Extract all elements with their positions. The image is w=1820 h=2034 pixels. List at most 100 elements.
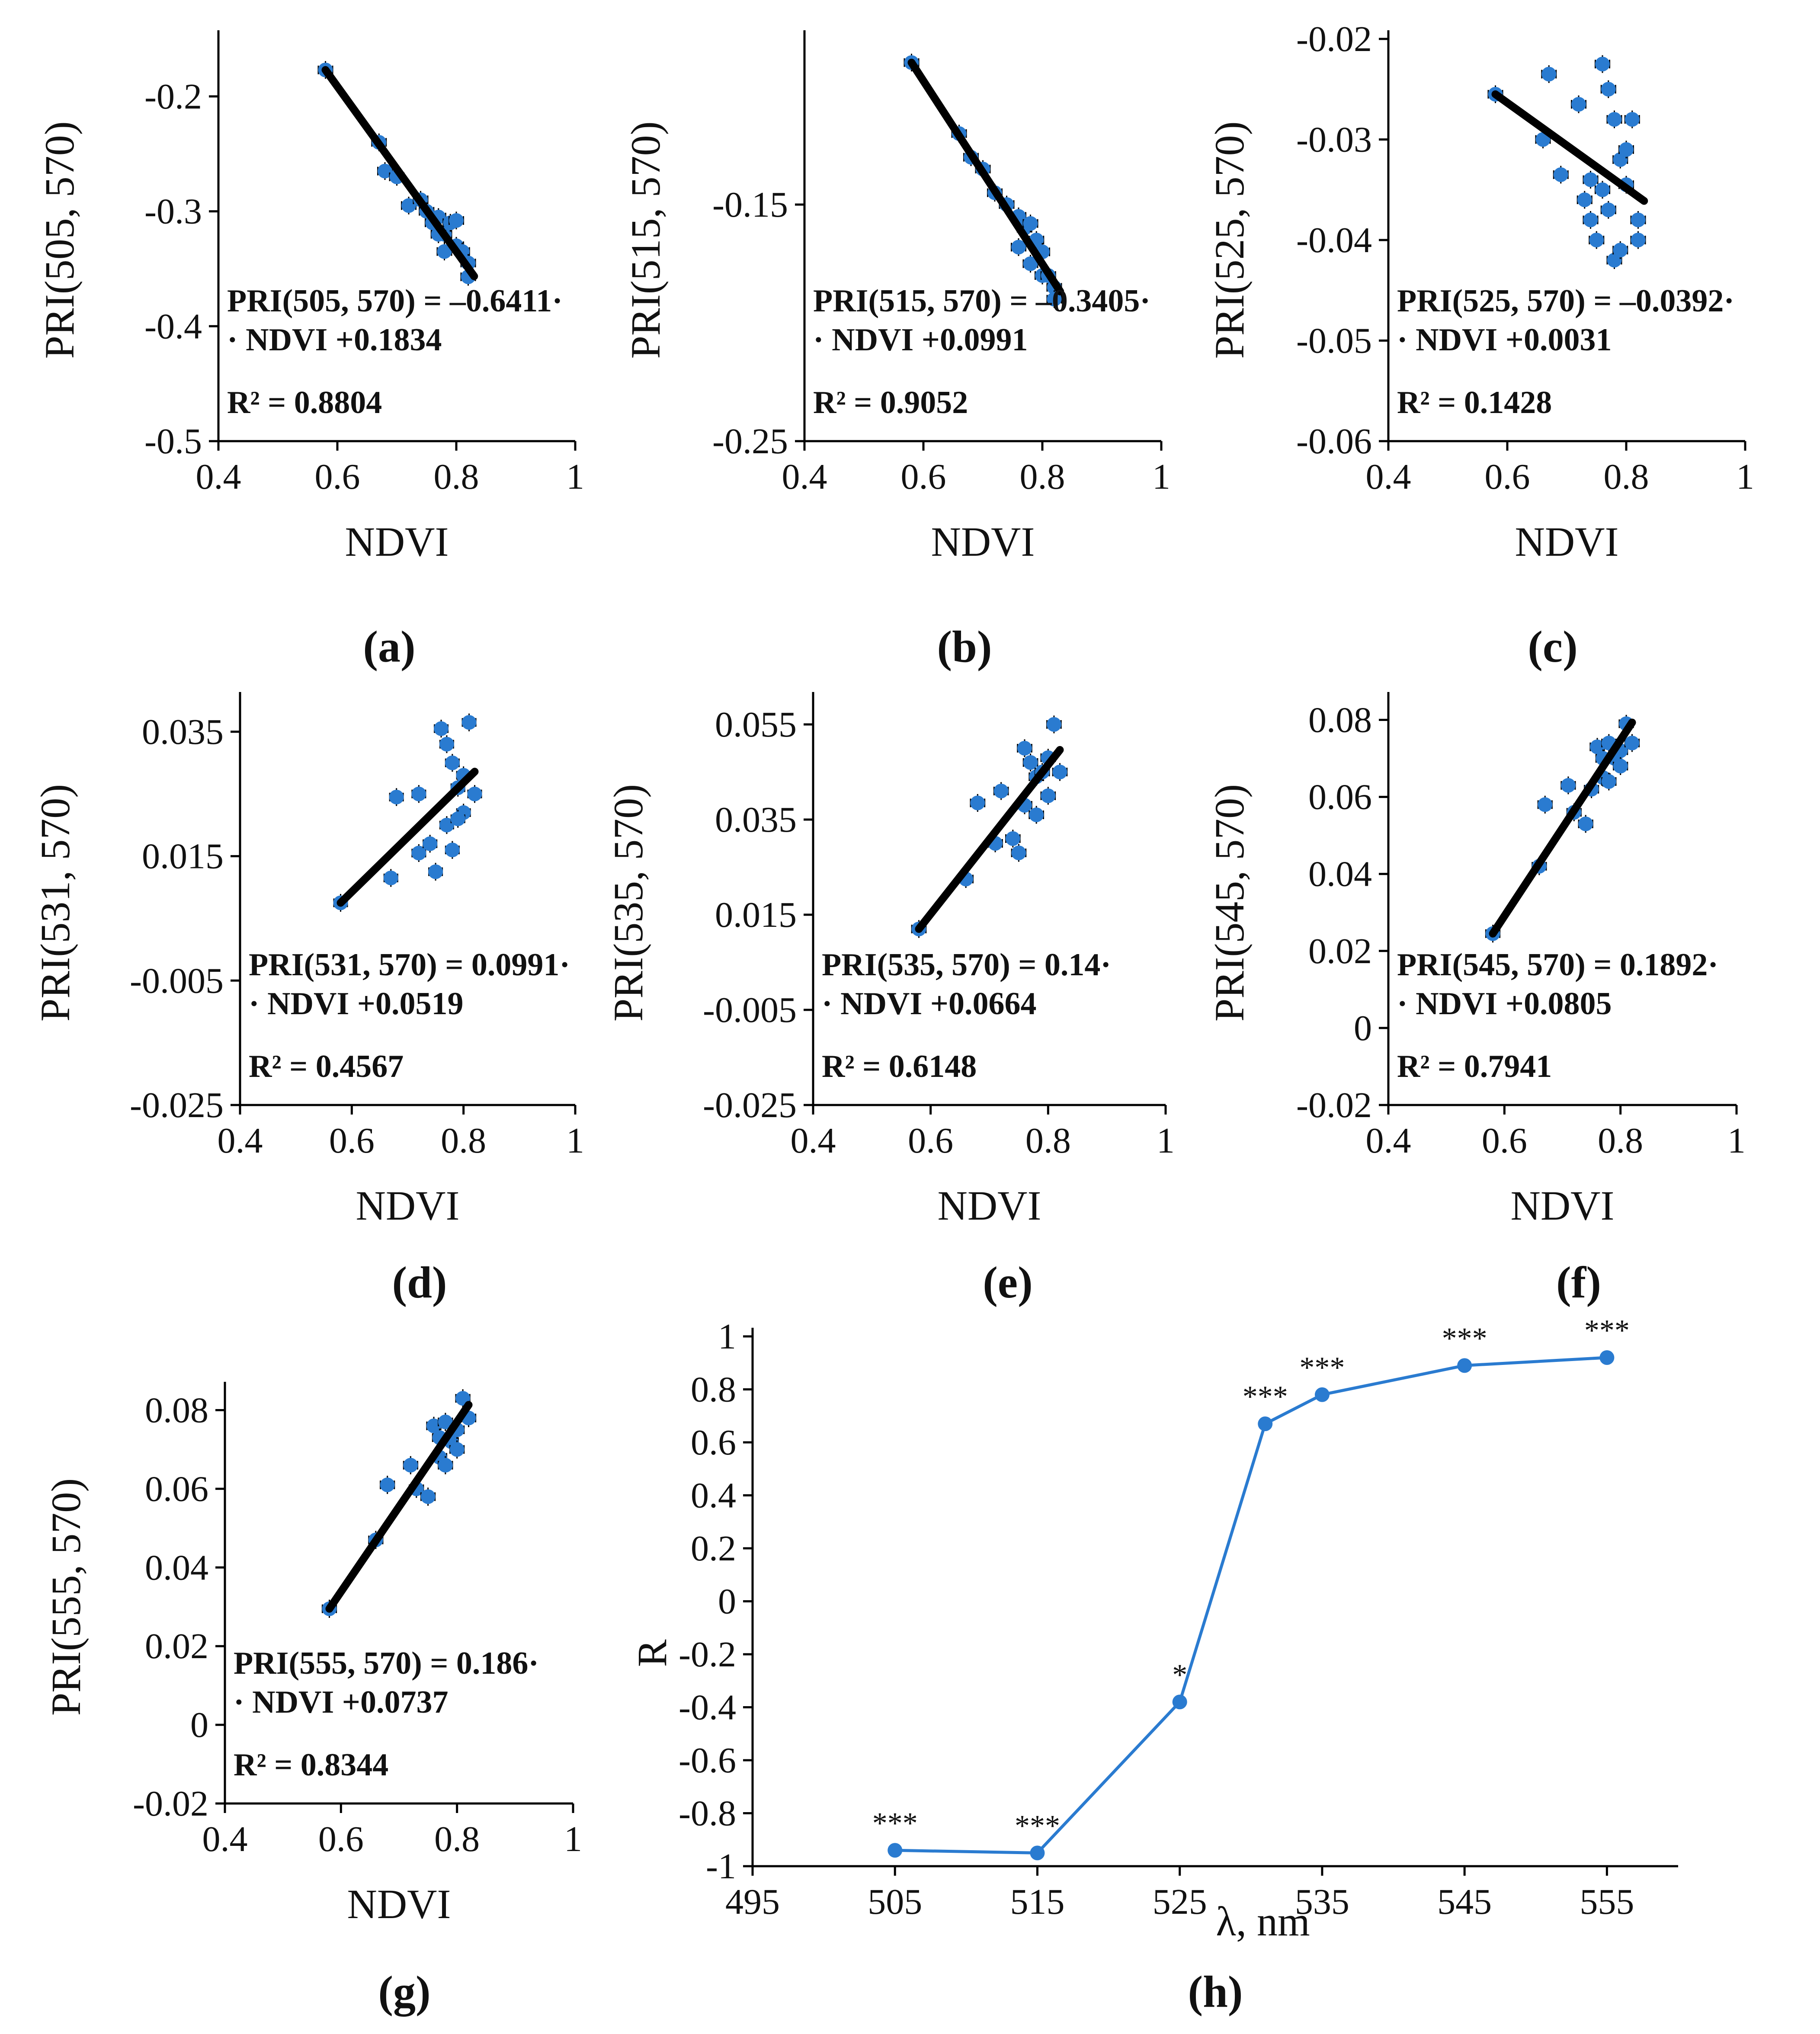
y-tick-label: 0.015 (715, 895, 797, 935)
point-marker (1589, 233, 1604, 247)
point-marker (1023, 216, 1038, 231)
series-line (895, 1356, 1607, 1855)
point-marker (1553, 167, 1568, 182)
point-marker (1041, 788, 1056, 803)
x-axis-title: NDVI (938, 1182, 1041, 1229)
y-axis-title: PRI(535, 570) (605, 784, 651, 1022)
x-tick-label: 505 (868, 1882, 922, 1922)
data-point (1040, 787, 1056, 805)
data-point (1601, 772, 1617, 791)
y-tick-label: 0.02 (1308, 931, 1372, 971)
x-axis-title: NDVI (1515, 519, 1619, 565)
y-tick-label: 0.035 (142, 712, 224, 752)
line-point (1258, 1416, 1273, 1432)
data-point (1011, 844, 1027, 862)
point-marker (439, 817, 454, 833)
x-tick-label: 0.6 (908, 1121, 953, 1161)
data-point (1630, 211, 1646, 229)
y-tick-label: -0.04 (1296, 220, 1372, 260)
x-tick-label: 0.6 (1485, 457, 1530, 497)
data-point (1553, 166, 1569, 184)
data-point (1606, 110, 1622, 128)
significance-label: *** (1299, 1351, 1345, 1384)
y-tick-label: -0.4 (144, 306, 202, 346)
point-marker (1578, 816, 1593, 831)
data-point (383, 869, 398, 887)
point-marker (389, 789, 404, 804)
point-marker (1577, 192, 1592, 207)
point-marker (438, 1457, 453, 1473)
equation-line-2: · NDVI +0.0737 (234, 1685, 448, 1720)
y-tick-label: -0.2 (679, 1634, 736, 1675)
line-point (1599, 1350, 1615, 1365)
x-tick-label: 0.8 (1025, 1121, 1071, 1161)
point-marker (1607, 112, 1622, 127)
regression-line (1489, 718, 1636, 938)
x-tick-label: 0.4 (791, 1121, 836, 1161)
x-tick-label: 0.6 (315, 457, 360, 497)
x-axis-title: NDVI (1511, 1182, 1615, 1229)
x-tick-label: 555 (1580, 1882, 1634, 1922)
significance-label: * (1172, 1658, 1187, 1691)
panel-label: (b) (937, 622, 992, 672)
x-tick-label: 0.4 (1366, 457, 1411, 497)
point-marker (1625, 735, 1640, 750)
equation-line-1: PRI(515, 570) = –0.3405· (813, 283, 1150, 319)
y-tick-label: 0.04 (1308, 854, 1372, 894)
y-axis-title: PRI(505, 570) (36, 121, 83, 359)
y-tick-label: -0.2 (144, 77, 202, 117)
x-tick-label: 0.8 (1604, 457, 1649, 497)
point-marker (993, 784, 1009, 798)
equation-line-2: · NDVI +0.0991 (813, 322, 1028, 358)
data-point (434, 720, 449, 738)
point-marker (403, 1457, 418, 1473)
x-tick-label: 535 (1295, 1882, 1349, 1922)
equation-line-1: PRI(505, 570) = –0.6411· (227, 283, 563, 319)
y-tick-label: 0.08 (1308, 700, 1372, 740)
y-tick-label: -0.4 (679, 1688, 736, 1728)
equation-line-1: PRI(535, 570) = 0.14· (822, 947, 1111, 983)
data-point (1017, 739, 1032, 757)
point-marker (445, 755, 460, 770)
y-axis-title: PRI(515, 570) (622, 121, 669, 359)
point-marker (1590, 739, 1605, 754)
point-marker (1535, 132, 1551, 147)
y-tick-label: 1 (718, 1316, 736, 1357)
line-point (888, 1843, 903, 1858)
x-tick-label: 515 (1010, 1882, 1064, 1922)
y-axis-title: PRI(545, 570) (1206, 784, 1253, 1022)
point-marker (1005, 831, 1020, 846)
y-tick-label: 0.04 (145, 1547, 208, 1588)
point-marker (1538, 797, 1553, 812)
point-marker (420, 1489, 436, 1504)
point-marker (1625, 112, 1640, 127)
data-point (1595, 55, 1610, 73)
y-tick-label: -1 (706, 1846, 736, 1887)
data-point (401, 196, 417, 215)
data-point (1583, 171, 1599, 189)
regression-line (915, 746, 1064, 933)
point-marker (378, 163, 392, 179)
chart-a: 0.4 0.6 0.8 1 -0.5 -0.4 -0.3 -0.2 NDVI PRI(505, 5… (36, 30, 584, 672)
regression-line (321, 66, 478, 280)
x-tick-label: 1 (1152, 457, 1170, 497)
y-tick-label: -0.03 (1296, 120, 1372, 160)
y-tick-label: 0 (190, 1705, 208, 1745)
data-point (380, 1476, 395, 1494)
data-point (1612, 241, 1628, 259)
x-tick-label: 545 (1437, 1882, 1492, 1922)
data-point (1535, 131, 1551, 148)
y-tick-label: 0.06 (145, 1469, 208, 1509)
y-axis-title: PRI(555, 570) (43, 1478, 89, 1716)
point-marker (1631, 233, 1646, 247)
y-tick-label: 0 (718, 1582, 736, 1622)
x-axis-title: λ, nm (1216, 1898, 1310, 1944)
data-point (1046, 290, 1062, 308)
x-tick-label: 0.4 (196, 457, 241, 497)
point-marker (1560, 778, 1576, 793)
data-point (1595, 181, 1610, 199)
y-axis-title: PRI(525, 570) (1206, 121, 1253, 359)
data-point (1537, 795, 1553, 814)
y-tick-label: 0.4 (691, 1476, 736, 1516)
